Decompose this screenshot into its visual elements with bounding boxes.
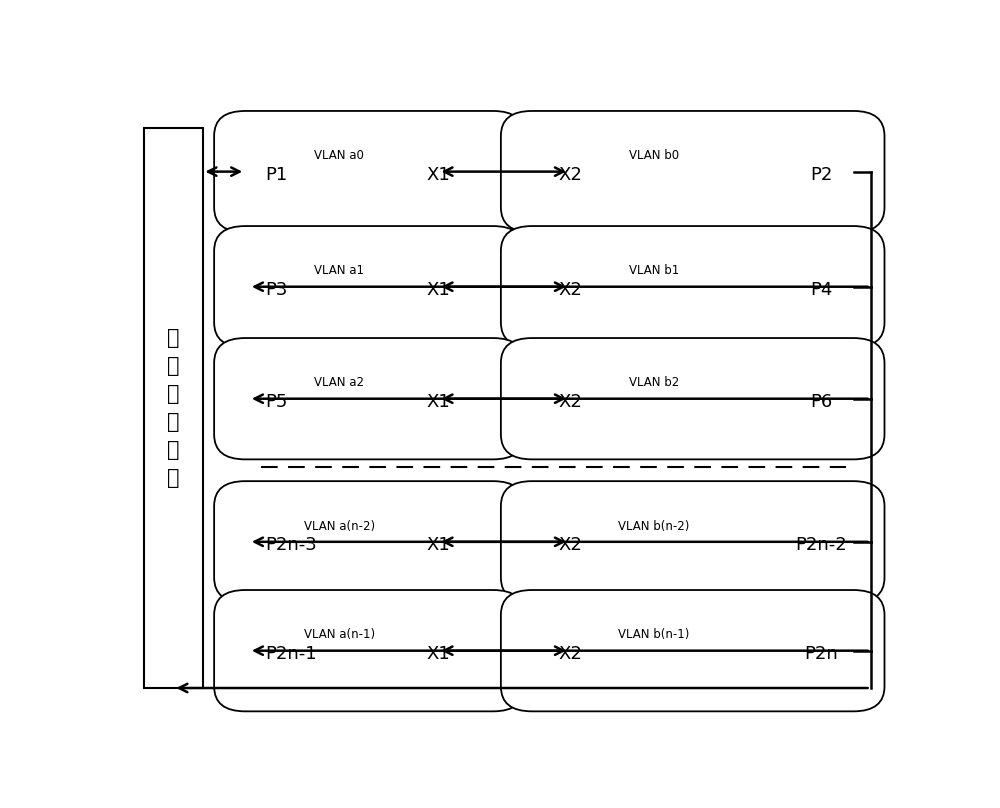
FancyBboxPatch shape <box>214 338 524 460</box>
FancyBboxPatch shape <box>501 111 885 232</box>
Text: P2: P2 <box>810 166 833 184</box>
Text: VLAN b0: VLAN b0 <box>629 149 679 162</box>
Text: VLAN b(n-1): VLAN b(n-1) <box>618 629 690 642</box>
Text: X1: X1 <box>427 393 450 411</box>
Text: P5: P5 <box>265 393 287 411</box>
Text: X2: X2 <box>559 646 582 663</box>
FancyBboxPatch shape <box>214 226 524 347</box>
Text: X2: X2 <box>559 537 582 554</box>
Text: P2n-2: P2n-2 <box>795 537 847 554</box>
Text: P4: P4 <box>810 281 833 299</box>
Text: P3: P3 <box>265 281 287 299</box>
Text: VLAN a(n-2): VLAN a(n-2) <box>304 520 375 532</box>
FancyBboxPatch shape <box>501 481 885 603</box>
Text: P2n: P2n <box>804 646 838 663</box>
Text: VLAN a1: VLAN a1 <box>314 264 364 277</box>
Text: VLAN b(n-2): VLAN b(n-2) <box>618 520 690 532</box>
FancyBboxPatch shape <box>144 128 202 688</box>
Text: P2n-3: P2n-3 <box>265 537 317 554</box>
FancyBboxPatch shape <box>214 111 524 232</box>
FancyBboxPatch shape <box>501 590 885 711</box>
Text: X1: X1 <box>427 537 450 554</box>
FancyBboxPatch shape <box>214 590 524 711</box>
Text: VLAN a(n-1): VLAN a(n-1) <box>304 629 375 642</box>
FancyBboxPatch shape <box>214 481 524 603</box>
Text: VLAN a2: VLAN a2 <box>314 377 364 389</box>
Text: X1: X1 <box>427 646 450 663</box>
Text: X2: X2 <box>559 281 582 299</box>
Text: VLAN b1: VLAN b1 <box>629 264 679 277</box>
Text: P2n-1: P2n-1 <box>265 646 317 663</box>
Text: X2: X2 <box>559 166 582 184</box>
FancyBboxPatch shape <box>501 338 885 460</box>
Text: P1: P1 <box>265 166 287 184</box>
Text: VLAN a0: VLAN a0 <box>314 149 364 162</box>
FancyBboxPatch shape <box>501 226 885 347</box>
Text: VLAN b2: VLAN b2 <box>629 377 679 389</box>
Text: P6: P6 <box>810 393 832 411</box>
Text: X1: X1 <box>427 281 450 299</box>
Text: X1: X1 <box>427 166 450 184</box>
Text: 以
太
网
测
试
仪: 以 太 网 测 试 仪 <box>167 328 180 488</box>
Text: X2: X2 <box>559 393 582 411</box>
